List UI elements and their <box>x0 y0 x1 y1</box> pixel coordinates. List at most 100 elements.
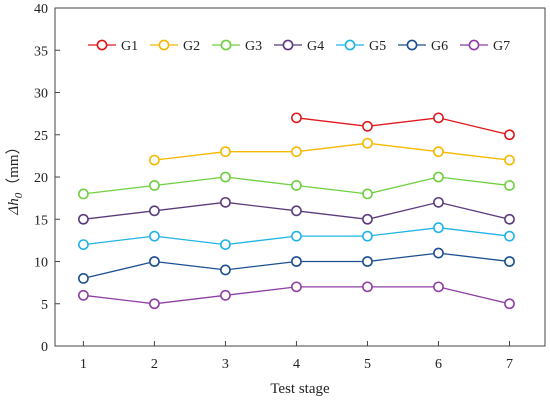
y-tick-label: 5 <box>41 298 48 313</box>
legend-marker <box>158 39 170 51</box>
data-point <box>504 154 515 166</box>
y-tick-label: 20 <box>34 171 48 186</box>
data-point <box>78 239 89 250</box>
data-point <box>362 281 373 293</box>
series-g3 <box>78 171 515 200</box>
legend-item-g5: G5 <box>336 39 386 54</box>
x-tick-label: 7 <box>506 357 513 372</box>
series-g1 <box>291 112 515 141</box>
data-point <box>220 171 231 183</box>
data-point <box>433 196 444 208</box>
data-point <box>504 230 515 242</box>
data-point <box>362 213 373 225</box>
data-point <box>433 146 444 158</box>
data-point <box>149 154 160 166</box>
y-tick-label: 30 <box>34 87 48 102</box>
data-point <box>220 264 231 276</box>
data-point <box>362 137 373 149</box>
legend-label: G3 <box>245 39 262 54</box>
data-point <box>149 205 160 217</box>
legend-label: G5 <box>369 39 386 54</box>
data-point <box>362 230 373 242</box>
y-tick-label: 40 <box>34 2 48 17</box>
legend-marker <box>282 39 294 51</box>
legend: G1 G2 G3 G4 G5 G6 G7 <box>88 39 510 54</box>
data-point <box>504 180 515 191</box>
data-point <box>504 213 515 225</box>
data-point <box>291 112 302 124</box>
data-point <box>433 171 444 183</box>
x-tick-label: 6 <box>435 357 442 372</box>
series-g5 <box>78 222 515 250</box>
y-tick-label: 25 <box>34 129 48 144</box>
legend-label: G1 <box>121 39 138 54</box>
legend-item-g3: G3 <box>212 39 262 54</box>
data-point <box>78 272 89 284</box>
x-tick-label: 3 <box>222 357 229 372</box>
data-point <box>78 213 89 225</box>
data-point <box>149 298 160 310</box>
legend-marker <box>344 39 356 51</box>
series-line <box>154 142 510 161</box>
data-point <box>220 146 231 158</box>
data-point <box>291 205 302 217</box>
y-tick-label: 10 <box>34 256 48 271</box>
x-axis-title: Test stage <box>270 381 330 397</box>
data-point <box>220 289 231 301</box>
data-point <box>433 112 444 124</box>
x-tick-label: 1 <box>80 357 87 372</box>
legend-marker <box>406 39 418 51</box>
y-tick-label: 15 <box>34 213 48 228</box>
data-point <box>220 239 231 250</box>
series-g4 <box>78 196 515 225</box>
data-point <box>149 256 160 267</box>
legend-marker <box>220 39 232 51</box>
data-point <box>78 188 89 200</box>
legend-item-g4: G4 <box>274 39 324 54</box>
data-point <box>362 120 373 132</box>
data-point <box>291 180 302 191</box>
data-point <box>504 298 515 310</box>
legend-marker <box>468 39 480 51</box>
data-point <box>291 281 302 293</box>
y-tick-label: 0 <box>41 340 48 355</box>
x-tick-label: 5 <box>364 357 371 372</box>
y-axis-title: Δh0（mm） <box>5 139 25 215</box>
data-point <box>433 247 444 259</box>
data-point <box>291 256 302 267</box>
y-axis-subscript: 0 <box>13 192 25 198</box>
legend-item-g7: G7 <box>460 39 510 54</box>
data-point <box>78 289 89 301</box>
legend-label: G4 <box>307 39 324 54</box>
data-point <box>149 230 160 242</box>
series-line <box>296 117 510 136</box>
data-point <box>433 281 444 293</box>
legend-marker <box>96 39 108 51</box>
data-point <box>149 180 160 191</box>
data-point <box>362 188 373 200</box>
y-axis: 0 5 10 15 20 25 30 35 40 <box>34 2 60 355</box>
legend-item-g2: G2 <box>150 39 200 54</box>
data-point <box>362 256 373 267</box>
x-tick-label: 4 <box>293 357 300 372</box>
legend-label: G7 <box>493 39 510 54</box>
series-g7 <box>78 281 515 310</box>
legend-label: G6 <box>431 39 448 54</box>
series-layer <box>78 112 515 310</box>
data-point <box>220 196 231 208</box>
legend-item-g1: G1 <box>88 39 138 54</box>
data-point <box>504 129 515 141</box>
data-point <box>291 146 302 158</box>
y-tick-label: 35 <box>34 44 48 59</box>
x-axis: 1 2 3 4 5 6 7 <box>80 341 513 372</box>
series-g6 <box>78 247 515 284</box>
series-g2 <box>149 137 515 166</box>
legend-label: G2 <box>183 39 200 54</box>
y-axis-symbol: Δh <box>6 198 22 215</box>
data-point <box>504 256 515 267</box>
x-tick-label: 2 <box>151 357 158 372</box>
y-axis-unit: （mm） <box>5 139 22 192</box>
data-point <box>433 222 444 234</box>
data-point <box>291 230 302 242</box>
